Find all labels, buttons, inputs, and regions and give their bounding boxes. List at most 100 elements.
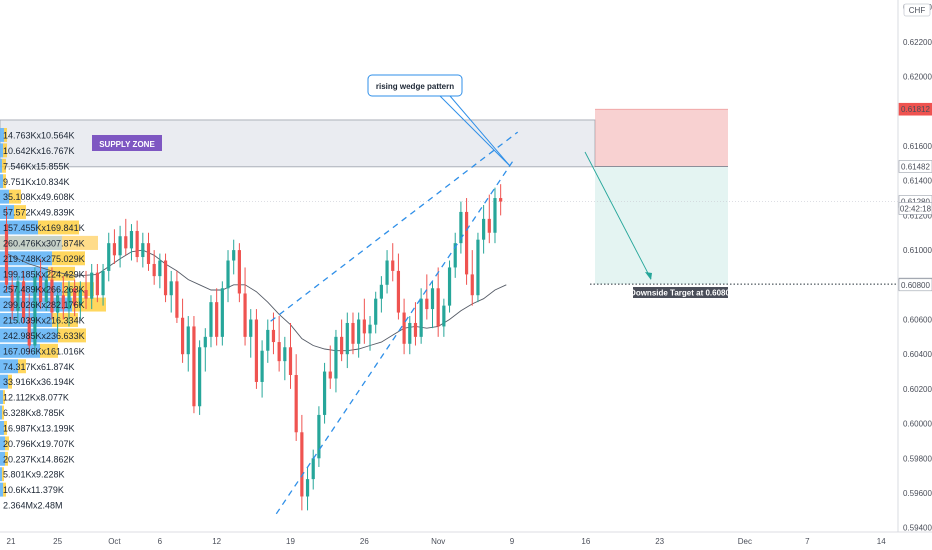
price-tick-label: 0.60600	[903, 316, 932, 325]
candle-body	[169, 281, 173, 296]
candle-body	[237, 250, 241, 294]
volume-bar-up	[0, 451, 5, 466]
candle-body	[499, 198, 503, 202]
time-tick-label: 14	[877, 537, 886, 546]
volume-bar-up	[0, 359, 18, 374]
price-tag[interactable]: 0.61482	[898, 160, 932, 173]
candle-body	[141, 243, 145, 258]
callout-pointer	[439, 95, 511, 167]
candle-body	[266, 329, 270, 351]
candle-body	[249, 319, 253, 337]
candle-body	[402, 312, 406, 344]
value-area-highlight	[0, 235, 98, 250]
volume-profile-label: 199.185Kx224.429K	[3, 269, 85, 279]
candle-body	[21, 281, 26, 318]
price-axis[interactable]: 0.59400 0.59600 0.59800 0.60000 0.60200 0.604…	[897, 0, 932, 550]
candle-body	[112, 243, 117, 256]
candle-body	[260, 350, 264, 382]
volume-bar-down	[3, 174, 6, 189]
target-arrowhead	[645, 272, 652, 280]
candle-body	[61, 295, 65, 310]
candle-body	[311, 458, 315, 480]
volume-profile-label: 242.985Kx236.633K	[3, 331, 85, 341]
candle-body	[84, 290, 88, 299]
price-tick-label: 0.61600	[903, 142, 932, 151]
time-tick-label: 25	[53, 537, 62, 546]
candle-body	[425, 298, 429, 310]
volume-profile-labels: 14.763Kx10.564K 10.642Kx16.767K 7.546Kx15.…	[3, 131, 85, 511]
volume-bar-down	[38, 220, 79, 235]
volume-bar-down	[5, 451, 8, 466]
time-tick-label: 21	[7, 537, 16, 546]
candle-body	[56, 295, 60, 313]
volume-bar-down	[58, 328, 86, 343]
candle-body	[90, 272, 94, 299]
candle-body	[38, 276, 43, 303]
candle-body	[4, 224, 9, 285]
candle-body	[271, 329, 276, 343]
candle-body	[175, 281, 179, 318]
time-tick-label: 6	[158, 537, 163, 546]
time-tick-label: 7	[805, 537, 810, 546]
volume-bar-down	[3, 390, 5, 405]
volume-profile-label: 35.108Kx49.608K	[3, 192, 75, 202]
volume-profile-label: 9.751Kx10.834K	[3, 177, 70, 187]
price-tag[interactable]: 0.60800	[898, 278, 932, 292]
volume-profile-label: 257.489Kx266.263K	[3, 285, 85, 295]
candle-body	[243, 293, 247, 337]
volume-profile-label: 33.916Kx36.194K	[3, 377, 75, 387]
candle-body	[357, 319, 361, 344]
price-tag-text: 0.60800	[901, 281, 930, 290]
volume-bar-down	[18, 359, 26, 374]
time-axis[interactable]: 21 25 Oct 6 12 19 26 Nov 9 16 23 Dec 7 14	[0, 531, 932, 550]
stop-loss-zone	[595, 109, 728, 167]
candles-layer	[4, 184, 503, 511]
candle-body	[16, 281, 20, 311]
wedge-lines	[270, 131, 519, 515]
price-tick-label: 0.61200	[903, 211, 932, 220]
volume-profile-label: 7.546Kx15.855K	[3, 161, 70, 171]
volume-bar-up	[0, 467, 2, 482]
candle-body	[220, 288, 224, 337]
volume-bar-down	[4, 128, 7, 142]
candle-body	[493, 198, 497, 233]
volume-bar-down	[52, 313, 78, 327]
candle-body	[277, 342, 281, 362]
candle-body	[391, 260, 395, 271]
candle-body	[27, 317, 31, 346]
time-tick-label: 19	[286, 537, 295, 546]
candle-body	[232, 250, 236, 261]
volume-bar-up	[0, 158, 2, 173]
volume-profile-label: 5.801Kx9.228K	[3, 470, 65, 480]
candle-body	[124, 236, 128, 249]
zones-layer	[0, 108, 898, 285]
candle-body	[379, 284, 383, 299]
time-tick-label: 12	[212, 537, 221, 546]
candle-body	[459, 211, 463, 244]
candle-body	[254, 319, 259, 382]
target-arrow	[584, 151, 652, 280]
candle-body	[322, 371, 327, 415]
wedge-lower-line	[275, 157, 516, 515]
volume-bar-down	[8, 374, 12, 389]
candle-body	[10, 284, 14, 311]
volume-bar-down	[9, 189, 21, 204]
price-tick-label: 0.59400	[903, 524, 932, 533]
candle-body	[334, 336, 338, 379]
volume-profile-label: 167.096Kx161.016K	[3, 346, 85, 356]
volume-bar-up	[0, 220, 38, 235]
candle-body	[396, 270, 401, 313]
volume-profile-label: 10.642Kx16.767K	[3, 146, 75, 156]
candle-body	[226, 260, 230, 289]
target-label-bg	[633, 287, 728, 298]
volume-profile-label: 157.455Kx169.841K	[3, 223, 85, 233]
candle-body	[158, 260, 162, 277]
price-tag[interactable]: 02:42:18	[898, 202, 932, 215]
time-tick-label: Dec	[738, 537, 752, 546]
candle-body	[362, 319, 366, 334]
time-tick-label: 9	[510, 537, 515, 546]
price-tag-text: 0.61482	[901, 162, 930, 171]
price-tag[interactable]: 0.61812	[898, 102, 932, 116]
candle-body	[368, 324, 372, 334]
